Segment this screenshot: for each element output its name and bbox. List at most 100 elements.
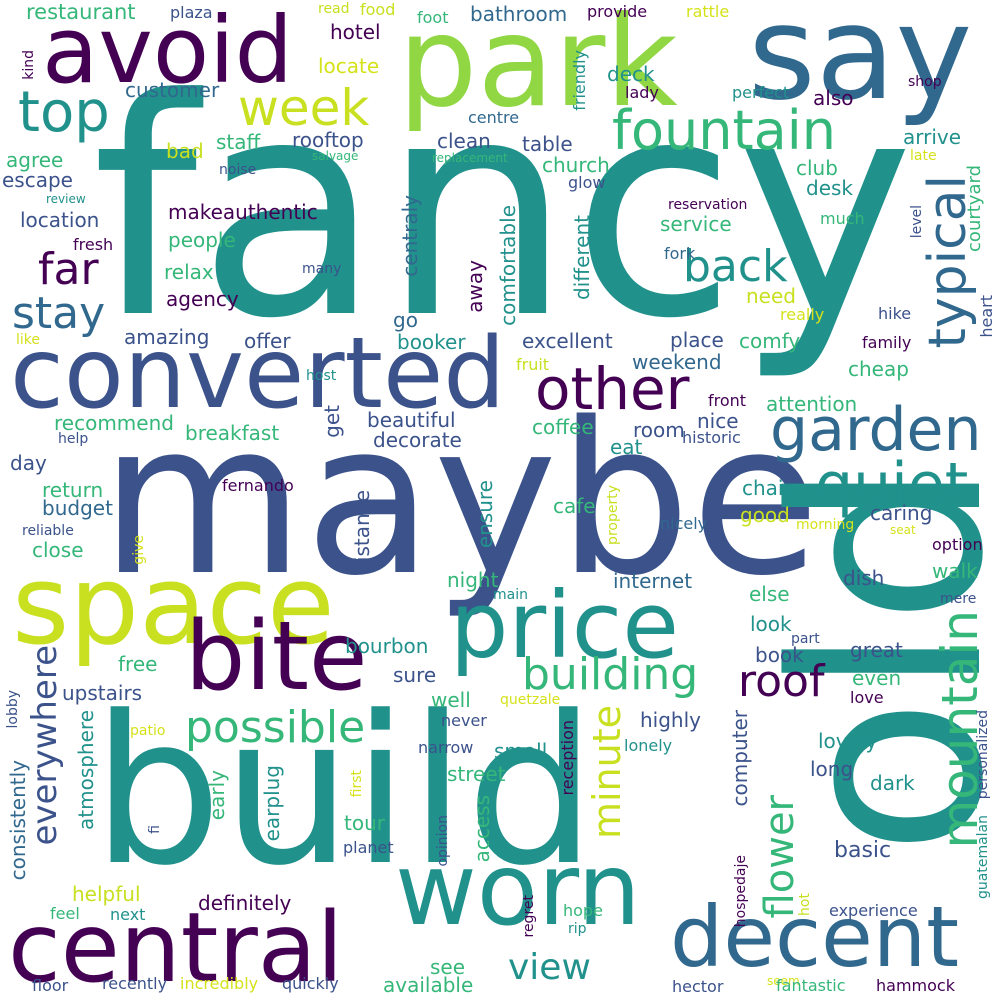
word-level: level	[909, 205, 925, 239]
word-noise: noise	[219, 162, 257, 178]
word-customer: customer	[125, 78, 220, 102]
word-locate: locate	[318, 54, 380, 78]
word-food: food	[360, 0, 396, 19]
word-floor: floor	[32, 976, 69, 995]
word-price: price	[450, 572, 679, 679]
word-park: park	[398, 0, 678, 135]
word-dish: dish	[843, 566, 885, 590]
word-seem: seem	[767, 974, 800, 988]
word-experience: experience	[829, 901, 918, 920]
word-walk: walk	[932, 559, 978, 583]
word-book: book	[755, 643, 804, 667]
word-return: return	[42, 478, 104, 502]
word-centraly: centraly	[398, 195, 422, 277]
word-cheap: cheap	[848, 357, 909, 381]
word-budget: budget	[42, 496, 113, 520]
word-mere: mere	[940, 591, 977, 607]
word-late: late	[910, 148, 937, 164]
word-bourbon: bourbon	[345, 634, 429, 658]
word-hospedaje: hospedaje	[733, 855, 749, 928]
word-central: central	[8, 892, 344, 1000]
word-regret: regret	[521, 895, 537, 938]
word-fresh: fresh	[73, 235, 114, 254]
word-small: small	[494, 739, 548, 763]
word-available: available	[383, 973, 474, 997]
word-church: church	[542, 153, 610, 177]
word-bathroom: bathroom	[470, 2, 568, 26]
word-makeauthentic: makeauthentic	[168, 200, 318, 224]
word-nicely: nicely	[660, 514, 708, 533]
word-early: early	[205, 770, 229, 821]
word-highly: highly	[640, 708, 701, 732]
word-patio: patio	[130, 723, 166, 739]
word-back: back	[683, 241, 788, 292]
word-review: review	[46, 192, 86, 206]
word-nice: nice	[697, 409, 739, 433]
word-definitely: definitely	[198, 891, 292, 915]
word-read: read	[318, 1, 350, 17]
word-cafe: cafe	[553, 494, 596, 518]
word-ensure: ensure	[473, 480, 497, 549]
word-never: never	[441, 711, 487, 730]
word-front: front	[708, 391, 747, 410]
word-good: good	[740, 503, 790, 527]
word-heart: heart	[977, 295, 996, 338]
word-different: different	[570, 215, 594, 300]
word-host: host	[306, 368, 337, 384]
word-personalized: personalized	[975, 710, 991, 800]
word-need: need	[746, 284, 796, 308]
word-room: room	[633, 418, 685, 442]
word-seat: seat	[890, 523, 916, 537]
word-hike: hike	[878, 304, 912, 323]
word-perfect: perfect	[732, 83, 790, 102]
word-deck: deck	[607, 62, 655, 86]
word-even: even	[852, 666, 902, 690]
word-everywhere: everywhere	[25, 645, 65, 846]
word-staff: staff	[216, 130, 261, 154]
word-hammock: hammock	[876, 976, 955, 995]
word-fountain: fountain	[612, 99, 836, 162]
word-consistently: consistently	[6, 760, 30, 881]
word-hotel: hotel	[330, 20, 381, 44]
word-help: help	[58, 431, 89, 447]
word-table: table	[522, 132, 573, 156]
word-love: love	[850, 688, 884, 707]
word-possible: possible	[185, 702, 366, 753]
word-feel: feel	[50, 904, 80, 923]
word-first: first	[349, 770, 365, 798]
word-much: much	[820, 209, 865, 228]
word-part: part	[791, 631, 820, 647]
word-narrow: narrow	[418, 738, 474, 757]
word-place: place	[670, 328, 724, 352]
word-fantastic: fantastic	[776, 976, 846, 995]
word-breakfast: breakfast	[185, 421, 280, 445]
word-also: also	[813, 86, 854, 110]
word-atmosphere: atmosphere	[74, 710, 98, 830]
word-tour: tour	[344, 811, 385, 835]
word-fruit: fruit	[516, 355, 550, 374]
word-hope: hope	[563, 901, 603, 920]
word-morning: morning	[796, 517, 855, 533]
word-garden: garden	[770, 395, 982, 465]
word-planet: planet	[343, 838, 394, 857]
word-recommend: recommend	[54, 411, 174, 435]
word-coffee: coffee	[532, 415, 594, 439]
word-kind: kind	[21, 50, 37, 80]
word-view: view	[508, 947, 591, 988]
word-location: location	[20, 208, 100, 232]
word-computer: computer	[728, 710, 752, 807]
word-offer: offer	[244, 329, 291, 353]
word-rattle: rattle	[686, 2, 730, 21]
word-night: night	[447, 568, 499, 592]
word-lovely: lovely	[818, 729, 878, 753]
word-hot: hot	[797, 893, 813, 916]
word-away: away	[463, 260, 487, 313]
word-incredibly: incredibly	[180, 974, 259, 993]
word-far: far	[38, 244, 99, 295]
word-reception: reception	[558, 720, 577, 796]
word-family: family	[862, 333, 912, 352]
word-space: space	[12, 541, 335, 669]
word-historic: historic	[682, 428, 741, 447]
word-long: long	[810, 757, 854, 781]
word-minute: minute	[585, 705, 629, 840]
